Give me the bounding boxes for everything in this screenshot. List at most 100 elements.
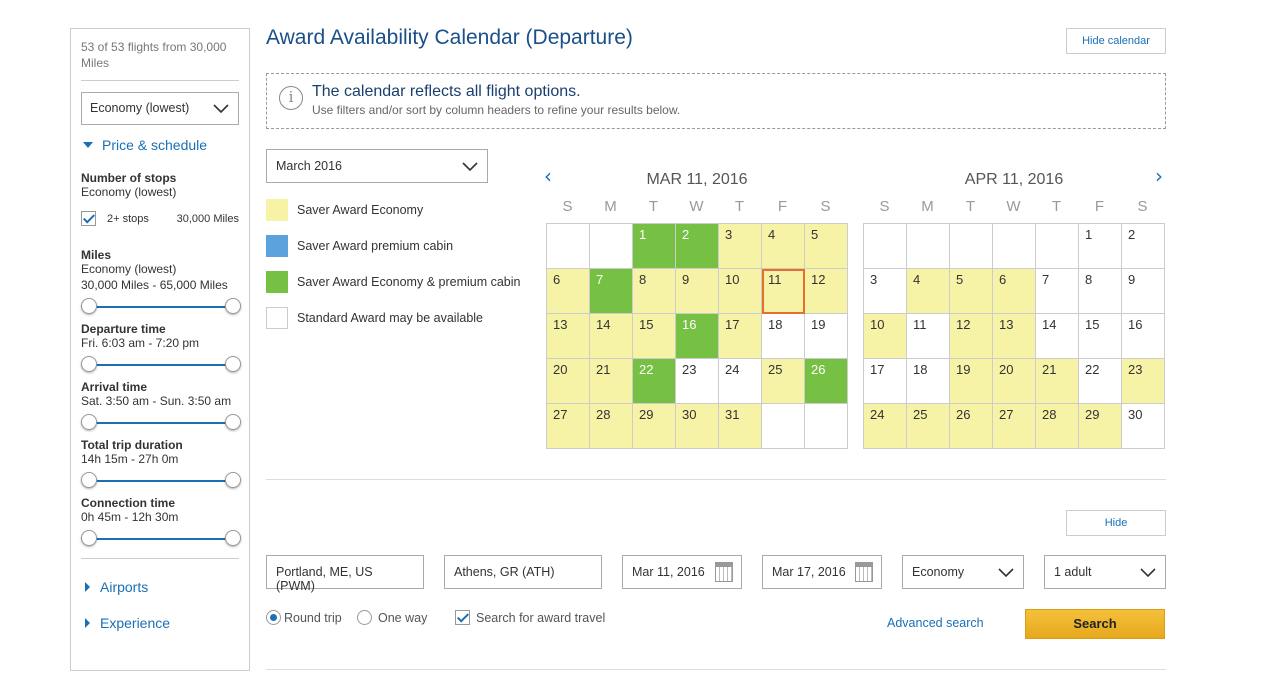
calendar-day[interactable]: 19 [805, 314, 848, 359]
calendar-day[interactable]: 23 [1122, 359, 1165, 404]
calendar-day[interactable]: 15 [1079, 314, 1122, 359]
calendar-day[interactable]: 7 [590, 269, 633, 314]
round-trip-option[interactable]: Round trip [266, 610, 342, 625]
calendar-day[interactable]: 24 [719, 359, 762, 404]
calendar-day[interactable]: 22 [633, 359, 676, 404]
slider-min-handle[interactable] [81, 472, 97, 488]
calendar-day[interactable]: 18 [907, 359, 950, 404]
calendar-day[interactable]: 8 [633, 269, 676, 314]
calendar-day[interactable]: 4 [907, 269, 950, 314]
price-schedule-toggle[interactable]: Price & schedule [81, 137, 239, 153]
airports-toggle[interactable]: Airports [81, 579, 239, 595]
calendar-day[interactable]: 17 [719, 314, 762, 359]
slider-min-handle[interactable] [81, 356, 97, 372]
calendar-day[interactable]: 20 [547, 359, 590, 404]
calendar-day[interactable]: 9 [676, 269, 719, 314]
slider-min-handle[interactable] [81, 530, 97, 546]
calendar-day[interactable]: 16 [1122, 314, 1165, 359]
calendar-day[interactable]: 27 [993, 404, 1036, 449]
calendar-day[interactable]: 2 [676, 224, 719, 269]
return-date-input[interactable]: Mar 17, 2016 [762, 555, 882, 589]
calendar-day[interactable]: 25 [762, 359, 805, 404]
calendar-day[interactable]: 26 [805, 359, 848, 404]
destination-input[interactable]: Athens, GR (ATH) [444, 555, 602, 589]
calendar-day[interactable]: 3 [719, 224, 762, 269]
calendar-day[interactable]: 9 [1122, 269, 1165, 314]
calendar-day[interactable]: 13 [993, 314, 1036, 359]
calendar-day[interactable]: 6 [547, 269, 590, 314]
calendar-day[interactable]: 14 [1036, 314, 1079, 359]
calendar-day[interactable]: 21 [590, 359, 633, 404]
calendar-day[interactable]: 8 [1079, 269, 1122, 314]
calendar-day[interactable]: 12 [805, 269, 848, 314]
calendar-day[interactable]: 1 [1079, 224, 1122, 269]
calendar-day[interactable]: 26 [950, 404, 993, 449]
calendar-day[interactable]: 5 [805, 224, 848, 269]
calendar-day[interactable]: 25 [907, 404, 950, 449]
calendar-day[interactable]: 13 [547, 314, 590, 359]
slider-min-handle[interactable] [81, 298, 97, 314]
advanced-search-link[interactable]: Advanced search [887, 616, 984, 630]
origin-input[interactable]: Portland, ME, US (PWM) [266, 555, 424, 593]
calendar-day[interactable]: 23 [676, 359, 719, 404]
calendar-day[interactable]: 14 [590, 314, 633, 359]
calendar-day[interactable]: 24 [864, 404, 907, 449]
arrival-slider[interactable] [81, 412, 241, 432]
hide-calendar-button[interactable]: Hide calendar [1066, 28, 1166, 54]
experience-toggle[interactable]: Experience [81, 615, 239, 631]
calendar-day[interactable]: 7 [1036, 269, 1079, 314]
calendar-day[interactable]: 11 [907, 314, 950, 359]
month-select[interactable]: March 2016 [266, 149, 488, 183]
search-button[interactable]: Search [1025, 609, 1165, 639]
prev-month-arrow-icon[interactable]: ‹ [544, 164, 552, 188]
calendar-day[interactable]: 12 [950, 314, 993, 359]
calendar-day[interactable]: 28 [590, 404, 633, 449]
slider-max-handle[interactable] [225, 472, 241, 488]
award-travel-checkbox[interactable] [455, 610, 470, 625]
hide-search-button[interactable]: Hide [1066, 510, 1166, 536]
calendar-day[interactable]: 27 [547, 404, 590, 449]
departure-slider[interactable] [81, 354, 241, 374]
slider-max-handle[interactable] [225, 530, 241, 546]
calendar-icon[interactable] [855, 562, 873, 582]
calendar-day[interactable]: 22 [1079, 359, 1122, 404]
calendar-day[interactable]: 20 [993, 359, 1036, 404]
slider-max-handle[interactable] [225, 414, 241, 430]
calendar-day[interactable]: 28 [1036, 404, 1079, 449]
calendar-day[interactable]: 10 [864, 314, 907, 359]
cabin-select[interactable]: Economy [902, 555, 1024, 589]
calendar-day[interactable]: 4 [762, 224, 805, 269]
slider-max-handle[interactable] [225, 356, 241, 372]
calendar-day[interactable]: 19 [950, 359, 993, 404]
calendar-day[interactable]: 18 [762, 314, 805, 359]
calendar-day[interactable]: 6 [993, 269, 1036, 314]
calendar-day[interactable]: 16 [676, 314, 719, 359]
depart-date-input[interactable]: Mar 11, 2016 [622, 555, 742, 589]
calendar-day[interactable]: 31 [719, 404, 762, 449]
next-month-arrow-icon[interactable]: › [1155, 164, 1163, 188]
calendar-day[interactable]: 5 [950, 269, 993, 314]
passengers-select[interactable]: 1 adult [1044, 555, 1166, 589]
calendar-day[interactable]: 21 [1036, 359, 1079, 404]
miles-slider[interactable] [81, 296, 241, 316]
calendar-day[interactable]: 29 [633, 404, 676, 449]
award-travel-option[interactable]: Search for award travel [455, 610, 605, 625]
duration-slider[interactable] [81, 470, 241, 490]
one-way-option[interactable]: One way [357, 610, 427, 625]
calendar-day[interactable]: 11 [762, 269, 805, 314]
calendar-icon[interactable] [715, 562, 733, 582]
slider-min-handle[interactable] [81, 414, 97, 430]
calendar-day[interactable]: 10 [719, 269, 762, 314]
calendar-day[interactable]: 30 [676, 404, 719, 449]
calendar-day[interactable]: 3 [864, 269, 907, 314]
connection-slider[interactable] [81, 528, 241, 548]
one-way-radio[interactable] [357, 610, 372, 625]
cabin-filter-select[interactable]: Economy (lowest) [81, 92, 239, 125]
calendar-day[interactable]: 30 [1122, 404, 1165, 449]
calendar-day[interactable]: 17 [864, 359, 907, 404]
stops-checkbox[interactable] [81, 211, 96, 226]
calendar-day[interactable]: 15 [633, 314, 676, 359]
slider-max-handle[interactable] [225, 298, 241, 314]
round-trip-radio[interactable] [266, 610, 281, 625]
calendar-day[interactable]: 29 [1079, 404, 1122, 449]
